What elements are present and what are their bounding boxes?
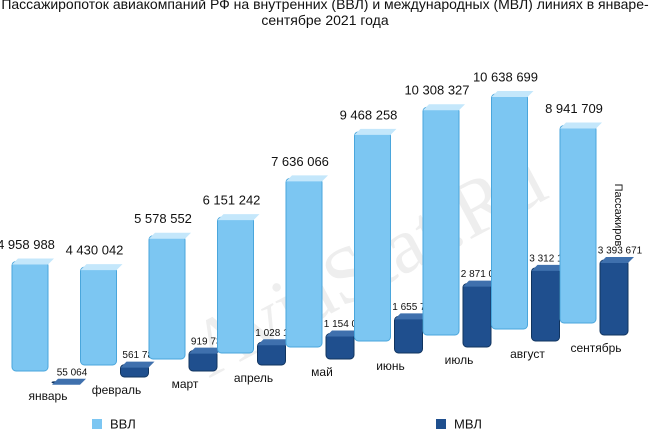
legend-label: МВЛ <box>454 416 482 431</box>
x-tick-label: апрель <box>234 371 273 385</box>
x-tick-label: июнь <box>376 359 405 373</box>
bar-top <box>52 378 86 385</box>
bar <box>559 124 597 324</box>
bar <box>325 333 355 360</box>
bar-top <box>80 264 123 271</box>
x-tick-label: август <box>510 347 545 361</box>
x-tick-label: февраль <box>92 383 142 397</box>
bar <box>285 177 323 348</box>
legend-swatch <box>92 419 102 429</box>
bar <box>188 350 218 372</box>
value-label: 9 468 258 <box>340 107 398 122</box>
bar <box>531 267 560 342</box>
bar-top <box>560 122 602 129</box>
value-label: 5 578 552 <box>134 211 192 226</box>
value-label: 1 028 172 <box>255 328 300 339</box>
bar <box>217 216 254 354</box>
value-label: 4 958 988 <box>0 237 55 252</box>
bar-top <box>286 175 328 182</box>
bar-top <box>326 330 360 337</box>
value-label: 6 151 242 <box>203 193 261 208</box>
x-tick-label: июль <box>445 353 474 367</box>
bar <box>462 283 492 348</box>
bar-top <box>394 313 429 320</box>
bar <box>148 235 186 360</box>
bar-top <box>463 280 497 287</box>
bar <box>11 260 49 372</box>
bar <box>491 93 528 330</box>
bar <box>257 341 286 366</box>
value-label: 1 154 095 <box>324 319 369 330</box>
value-label: 7 636 066 <box>271 154 329 169</box>
bar <box>422 106 460 336</box>
bar-top <box>189 347 223 354</box>
bar <box>599 259 629 336</box>
legend-swatch <box>436 419 446 429</box>
bar <box>354 131 391 342</box>
value-label: 8 941 709 <box>545 101 603 116</box>
bar-top <box>354 128 397 135</box>
value-label: 2 871 021 <box>461 269 506 280</box>
x-tick-label: май <box>311 365 333 379</box>
value-label: 10 308 327 <box>404 83 469 98</box>
bar-top <box>120 361 155 368</box>
value-label: 55 064 <box>57 367 88 378</box>
bar-top <box>491 91 534 97</box>
bar-top <box>217 214 260 221</box>
bar <box>394 315 423 354</box>
value-label: 1 655 731 <box>392 302 437 313</box>
x-tick-label: март <box>172 377 199 391</box>
value-label: 4 430 042 <box>66 243 124 258</box>
value-label: 10 638 699 <box>473 69 538 84</box>
bar-top <box>531 264 566 271</box>
value-label: 919 737 <box>191 336 228 347</box>
bar-top <box>257 339 292 346</box>
x-tick-label: сентябрь <box>570 341 621 355</box>
bar-top <box>600 257 634 264</box>
value-label: 3 393 671 <box>598 246 643 257</box>
bar-top <box>149 232 191 239</box>
chart-title: Пассажиропоток авиакомпаний РФ на внутре… <box>1 0 649 28</box>
bar-top <box>12 258 54 265</box>
y-axis-label: Пассажиров <box>612 184 624 247</box>
value-label: 561 784 <box>122 350 159 361</box>
bar <box>80 266 117 366</box>
value-label: 3 312 158 <box>529 253 574 264</box>
legend-label: ВВЛ <box>110 416 136 431</box>
bar-top <box>423 104 465 111</box>
x-tick-label: январь <box>29 389 68 403</box>
